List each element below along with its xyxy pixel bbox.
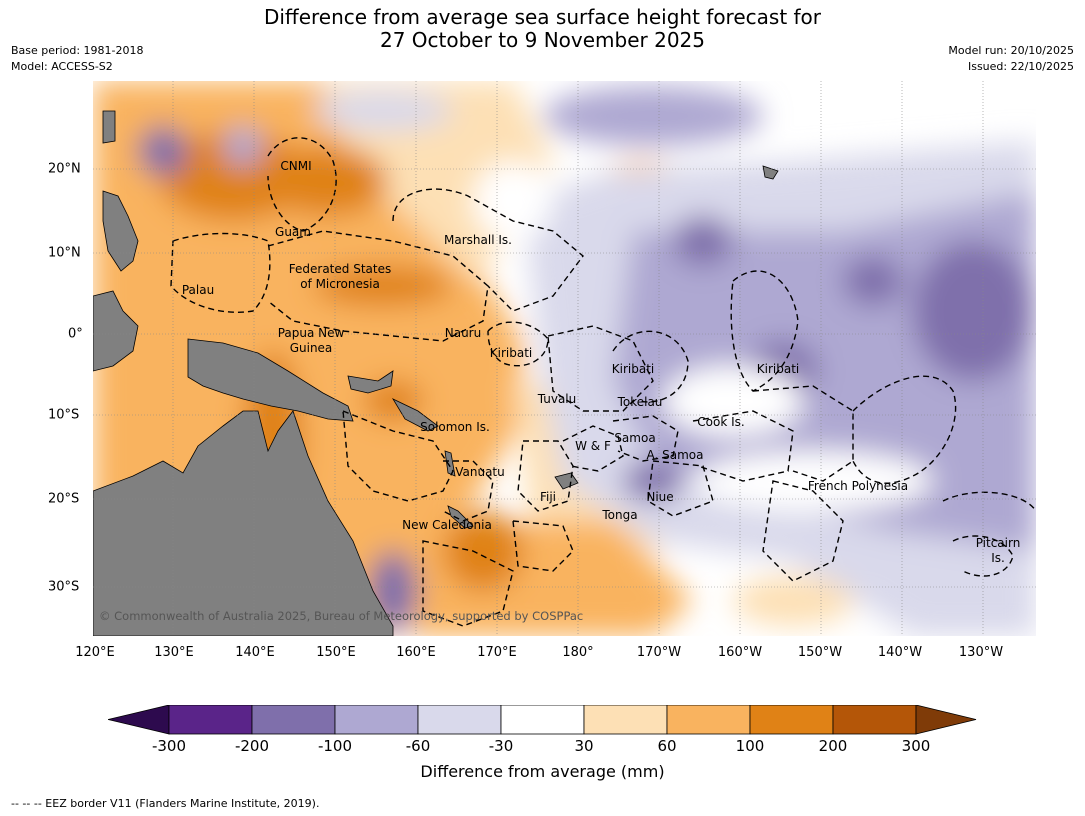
colorbar-tick-label: -100 <box>317 737 353 755</box>
region-label: Kiribati <box>757 362 799 376</box>
base-period: Base period: 1981-2018 <box>11 44 144 57</box>
x-tick-label: 160°W <box>717 645 763 660</box>
region-label: Palau <box>182 283 214 297</box>
y-tick-label: 10°N <box>48 245 81 261</box>
issued-date: Issued: 22/10/2025 <box>967 60 1074 73</box>
model-name: Model: ACCESS-S2 <box>11 60 113 73</box>
borneo-sulawesi <box>93 290 139 372</box>
region-label: New Caledonia <box>402 518 492 532</box>
colorbar-segment <box>666 705 751 735</box>
region-label: Fiji <box>540 490 556 504</box>
y-tick-label: 20°N <box>48 161 81 177</box>
region-label: Pitcairn <box>976 536 1021 550</box>
model-run: Model run: 20/10/2025 <box>948 44 1074 57</box>
region-label: Papua New <box>278 326 345 340</box>
hawaii <box>762 165 779 180</box>
colorbar-tick-label: 100 <box>735 737 765 755</box>
region-labels: CNMI Guam Marshall Is. Federated States … <box>182 159 1020 565</box>
colorbar-tick-label: 30 <box>574 737 594 755</box>
colorbar-segment <box>417 705 502 735</box>
vanuatu <box>444 450 456 477</box>
region-label: A. Samoa <box>647 448 704 462</box>
colorbar-title: Difference from average (mm) <box>420 762 665 781</box>
colorbar-segment <box>832 705 917 735</box>
region-label: Tokelau <box>617 395 663 409</box>
philippines <box>102 190 139 272</box>
colorbar <box>108 705 977 735</box>
meta-right: Model run: 20/10/2025 Issued: 22/10/2025 <box>948 43 1074 75</box>
meta-left: Base period: 1981-2018 Model: ACCESS-S2 <box>11 43 143 75</box>
x-tick-label: 120°E <box>75 645 115 660</box>
title-line-1: Difference from average sea surface heig… <box>263 5 822 29</box>
taiwan <box>102 110 116 144</box>
colorbar-tick-label: -200 <box>234 737 270 755</box>
region-label: Is. <box>991 551 1005 565</box>
colorbar-tick-label: 200 <box>818 737 848 755</box>
colorbar-segment <box>583 705 668 735</box>
region-label: Tuvalu <box>537 392 577 406</box>
graticule <box>93 81 1036 636</box>
map-title: Difference from average sea surface heig… <box>0 6 1085 52</box>
x-tick-label: 140°W <box>877 645 923 660</box>
colorbar-segment <box>168 705 253 735</box>
eez-legend-note: -- -- -- EEZ border V11 (Flanders Marine… <box>11 797 320 810</box>
region-label: Cook Is. <box>697 415 744 429</box>
new-guinea <box>187 338 354 422</box>
solomon-islands <box>391 398 439 432</box>
colorbar-segment <box>749 705 834 735</box>
anomaly-field <box>93 81 1036 636</box>
region-label: Guinea <box>290 341 333 355</box>
colorbar-tick-label: -300 <box>151 737 187 755</box>
x-tick-label: 150°W <box>797 645 843 660</box>
australia <box>93 410 394 636</box>
y-tick-label: 0° <box>68 326 83 342</box>
colorbar-segment <box>500 705 585 735</box>
region-label: Federated States <box>289 262 391 276</box>
region-label: Tonga <box>601 508 637 522</box>
y-tick-label: 20°S <box>48 491 80 507</box>
region-label: Samoa <box>614 431 655 445</box>
region-label: Marshall Is. <box>444 233 512 247</box>
sea-surface-height-map: CNMI Guam Marshall Is. Federated States … <box>93 81 1036 636</box>
region-label: CNMI <box>280 159 311 173</box>
region-label: Vanuatu <box>455 465 505 479</box>
region-label: French Polynesia <box>808 479 908 493</box>
colorbar-segment <box>334 705 419 735</box>
x-tick-label: 170°W <box>636 645 682 660</box>
region-label: Guam <box>275 225 311 239</box>
land-masses <box>93 110 779 636</box>
region-label: W & F <box>575 439 611 453</box>
colorbar-tick-label: 60 <box>657 737 677 755</box>
region-label: of Micronesia <box>300 277 380 291</box>
new-britain <box>347 370 394 394</box>
region-label: Niue <box>646 490 673 504</box>
colorbar-tick-label: 300 <box>901 737 931 755</box>
x-tick-label: 160°E <box>396 645 436 660</box>
new-caledonia <box>447 505 474 529</box>
eez-borders <box>170 137 1036 627</box>
region-label: Kiribati <box>612 362 654 376</box>
x-tick-label: 130°E <box>154 645 194 660</box>
region-label: Nauru <box>445 326 481 340</box>
x-tick-label: 130°W <box>958 645 1004 660</box>
x-tick-label: 150°E <box>316 645 356 660</box>
x-tick-label: 140°E <box>235 645 275 660</box>
region-label: Solomon Is. <box>420 420 490 434</box>
region-label: Kiribati <box>490 346 532 360</box>
colorbar-tick-label: -60 <box>405 737 431 755</box>
x-tick-label: 170°E <box>477 645 517 660</box>
x-tick-label: 180° <box>562 645 594 660</box>
y-tick-label: 10°S <box>48 407 80 423</box>
colorbar-tick-label: -30 <box>488 737 514 755</box>
y-tick-label: 30°S <box>48 579 80 595</box>
colorbar-extend-high <box>915 705 977 735</box>
title-line-2: 27 October to 9 November 2025 <box>379 28 706 52</box>
colorbar-extend-low <box>108 705 170 735</box>
copyright-notice: © Commonwealth of Australia 2025, Bureau… <box>99 609 584 623</box>
colorbar-segment <box>251 705 336 735</box>
